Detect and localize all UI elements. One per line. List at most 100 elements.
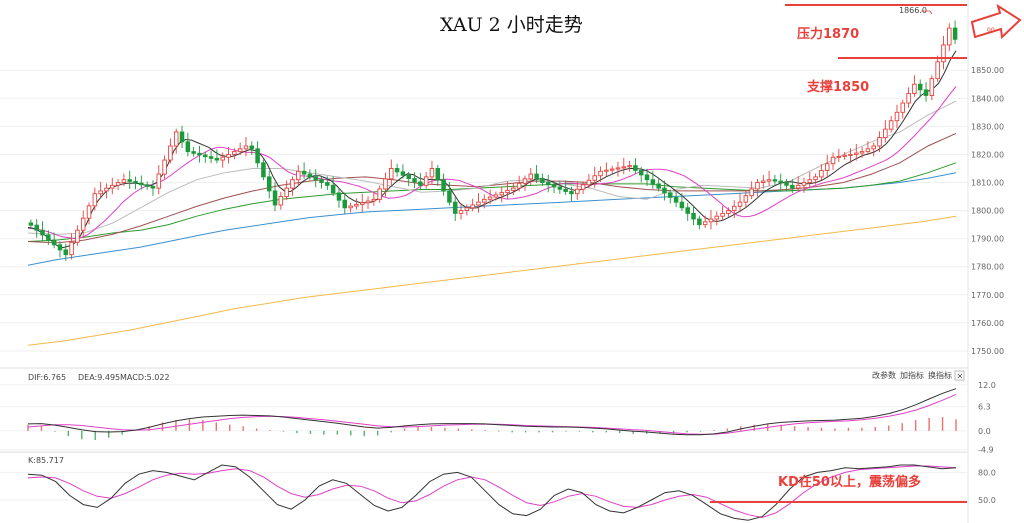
candle xyxy=(691,205,696,226)
candle-body xyxy=(865,148,871,153)
candle-body xyxy=(46,234,51,241)
candle xyxy=(726,207,731,217)
price-tick-label: 1830.00 xyxy=(971,122,1004,131)
candle-body xyxy=(313,176,318,181)
candle xyxy=(482,194,487,209)
arrow-icon xyxy=(970,3,1022,40)
price-y-axis: 1850.00 1840.00 1830.00 1820.00 1810.00 1800.… xyxy=(971,66,1004,356)
price-tick-label: 1750.00 xyxy=(971,347,1004,356)
candle xyxy=(86,202,92,225)
candle xyxy=(592,166,597,188)
candle-body xyxy=(644,174,650,181)
candle xyxy=(144,181,150,190)
candle xyxy=(790,179,795,193)
gridlines xyxy=(0,69,968,352)
candle-body xyxy=(92,193,98,207)
candle-body xyxy=(493,194,499,198)
candle-body xyxy=(848,153,853,156)
candle xyxy=(917,79,923,98)
candle xyxy=(272,181,278,212)
candle xyxy=(435,165,441,186)
candle xyxy=(266,170,272,199)
candle xyxy=(708,210,714,230)
candle xyxy=(888,115,894,133)
candle-body xyxy=(906,93,911,104)
candle xyxy=(499,186,504,203)
candle xyxy=(557,180,563,195)
candle-body xyxy=(859,151,865,154)
candle xyxy=(795,176,801,192)
candle-body xyxy=(673,196,679,203)
candle xyxy=(702,215,708,228)
candle xyxy=(278,191,284,210)
candle xyxy=(365,196,371,209)
candle xyxy=(400,164,406,179)
candle-body xyxy=(168,145,173,161)
candle-body xyxy=(290,179,295,189)
candle xyxy=(522,175,528,191)
candle xyxy=(348,202,353,213)
candle-body xyxy=(191,151,196,154)
candle-body xyxy=(121,179,127,183)
candle xyxy=(423,172,429,189)
candle-body xyxy=(441,179,446,192)
candle-body xyxy=(499,192,504,196)
candle xyxy=(208,150,214,164)
candle-body xyxy=(545,182,551,186)
ma10-line xyxy=(27,86,957,240)
d-line xyxy=(27,465,957,519)
candle xyxy=(609,165,615,174)
candle xyxy=(342,192,348,214)
candle-body xyxy=(214,157,220,161)
candle xyxy=(139,175,144,190)
candle-body xyxy=(40,229,45,236)
candle-body xyxy=(534,173,539,179)
candle xyxy=(662,180,667,201)
candle-body xyxy=(819,169,824,178)
candle-body xyxy=(638,169,644,176)
candle xyxy=(894,104,900,129)
candle-body xyxy=(51,239,57,246)
candle-body xyxy=(110,184,115,189)
candle-body xyxy=(447,190,452,203)
candle-body xyxy=(563,188,568,192)
macd-btn-params[interactable]: 改参数 xyxy=(872,370,896,380)
candle xyxy=(836,148,842,163)
candle-body xyxy=(243,145,249,150)
candle xyxy=(429,160,435,185)
candle-body xyxy=(452,201,458,214)
macd-close-icon[interactable]: × xyxy=(957,372,964,381)
candle xyxy=(63,243,69,261)
candle xyxy=(749,181,754,200)
candle-body xyxy=(941,44,946,63)
candle xyxy=(848,148,853,163)
candle-body xyxy=(139,182,144,186)
candle-body xyxy=(57,244,63,251)
candle-body xyxy=(697,218,702,226)
macd-close-box[interactable] xyxy=(954,370,965,381)
candle xyxy=(220,152,225,168)
candle-body xyxy=(307,173,313,178)
ma20-line xyxy=(27,100,957,235)
candle-body xyxy=(586,179,592,186)
candle xyxy=(854,144,859,161)
candle xyxy=(755,179,760,197)
candle xyxy=(452,197,458,221)
candle-body xyxy=(104,187,109,192)
macd-btn-switch-indicator[interactable]: 换指标 xyxy=(928,370,952,380)
candle-body xyxy=(917,83,923,91)
candle xyxy=(232,148,237,160)
macd-btn-add-indicator[interactable]: 加指标 xyxy=(900,370,924,380)
candle xyxy=(441,173,446,196)
candle xyxy=(813,173,818,185)
candle xyxy=(772,174,778,185)
candle xyxy=(528,167,534,186)
candle xyxy=(638,167,644,183)
candle-body xyxy=(580,184,586,190)
candle xyxy=(511,183,516,196)
candle xyxy=(865,141,871,155)
candle-body xyxy=(278,196,284,206)
candle xyxy=(261,159,266,181)
support-label: 支撑1850 xyxy=(806,79,869,95)
candle-body xyxy=(429,168,435,178)
